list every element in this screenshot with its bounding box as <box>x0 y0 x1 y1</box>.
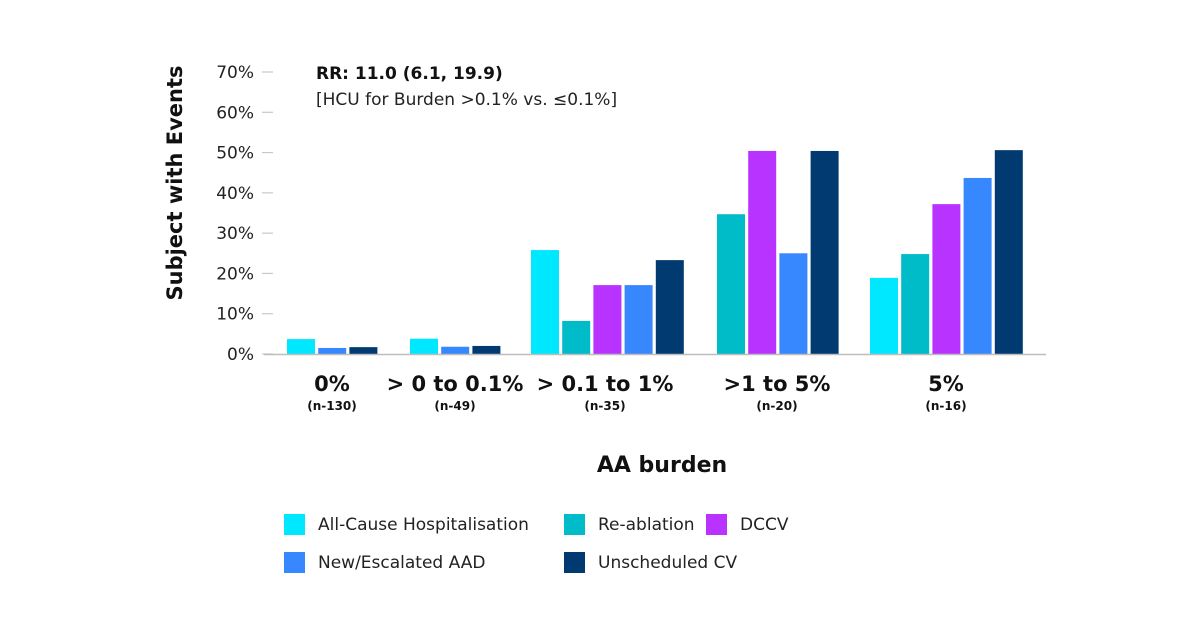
legend-label: Re-ablation <box>598 514 695 535</box>
legend-swatch <box>706 514 727 535</box>
legend-label: All-Cause Hospitalisation <box>318 514 529 535</box>
bar-all-cause-hospitalisation-4 <box>870 277 898 354</box>
legend-swatch <box>564 514 585 535</box>
legend-item: Unscheduled CV <box>564 552 737 573</box>
bar-all-cause-hospitalisation-2 <box>531 250 559 354</box>
bar-re-ablation-3 <box>717 214 745 354</box>
bar-dccv-2 <box>593 285 622 354</box>
bar-new-escalated-aad-3 <box>779 253 808 354</box>
x-tick-label: > 0.1 to 1% <box>537 372 674 396</box>
x-tick-label: 5% <box>928 372 964 396</box>
bar-re-ablation-4 <box>901 254 930 354</box>
y-tick-label: 70% <box>216 63 254 83</box>
x-tick-n-label: (n-20) <box>756 399 797 413</box>
bar-new-escalated-aad-2 <box>624 285 653 354</box>
y-tick-label: 30% <box>216 224 254 244</box>
y-tick-label: 60% <box>216 103 254 123</box>
bar-unscheduled-cv-2 <box>655 260 684 354</box>
legend-label: DCCV <box>740 514 789 535</box>
legend-swatch <box>564 552 585 573</box>
x-tick-label: > 0 to 0.1% <box>387 372 524 396</box>
y-tick-label: 40% <box>216 184 254 204</box>
y-axis: 0% 10% 20% 30% 40% 50% 60% 70% <box>216 63 273 365</box>
legend-item: All-Cause Hospitalisation <box>284 514 529 535</box>
bar-dccv-4 <box>932 204 961 354</box>
legend: All-Cause Hospitalisation Re-ablation DCCV… <box>284 514 844 594</box>
x-tick-label: 0% <box>314 372 350 396</box>
legend-item: New/Escalated AAD <box>284 552 485 573</box>
y-axis-title: Subject with Events <box>163 65 187 300</box>
bar-new-escalated-aad-1 <box>441 346 470 354</box>
legend-swatch <box>284 552 305 573</box>
bar-unscheduled-cv-3 <box>810 150 839 354</box>
x-tick-n-label: (n-35) <box>584 399 625 413</box>
x-tick-label: >1 to 5% <box>724 372 831 396</box>
legend-swatch <box>284 514 305 535</box>
x-axis-title: AA burden <box>597 453 727 478</box>
bar-new-escalated-aad-0 <box>318 347 347 354</box>
bar-unscheduled-cv-4 <box>994 150 1023 354</box>
y-tick-label: 0% <box>227 345 254 365</box>
y-tick-label: 20% <box>216 264 254 284</box>
legend-item: Re-ablation <box>564 514 695 535</box>
bar-all-cause-hospitalisation-0 <box>287 339 315 354</box>
bars <box>287 150 1023 354</box>
x-tick-n-label: (n-130) <box>307 399 357 413</box>
bar-unscheduled-cv-1 <box>472 345 501 354</box>
legend-label: Unscheduled CV <box>598 552 738 573</box>
annotation-rr: RR: 11.0 (6.1, 19.9) <box>316 64 503 84</box>
y-tick-label: 50% <box>216 144 254 164</box>
bar-re-ablation-2 <box>562 320 591 354</box>
x-tick-n-label: (n-49) <box>434 399 475 413</box>
bar-all-cause-hospitalisation-1 <box>410 338 438 354</box>
bar-dccv-3 <box>748 150 777 354</box>
y-tick-label: 10% <box>216 305 254 325</box>
bar-new-escalated-aad-4 <box>963 177 992 354</box>
annotation-hcu: [HCU for Burden >0.1% vs. ≤0.1%] <box>316 90 617 110</box>
legend-label: New/Escalated AAD <box>318 552 486 573</box>
x-axis-labels: 0% (n-130) > 0 to 0.1% (n-49) > 0.1 to 1% (n-… <box>307 372 966 413</box>
x-tick-n-label: (n-16) <box>925 399 966 413</box>
bar-unscheduled-cv-0 <box>349 347 378 354</box>
legend-item: DCCV <box>706 514 788 535</box>
